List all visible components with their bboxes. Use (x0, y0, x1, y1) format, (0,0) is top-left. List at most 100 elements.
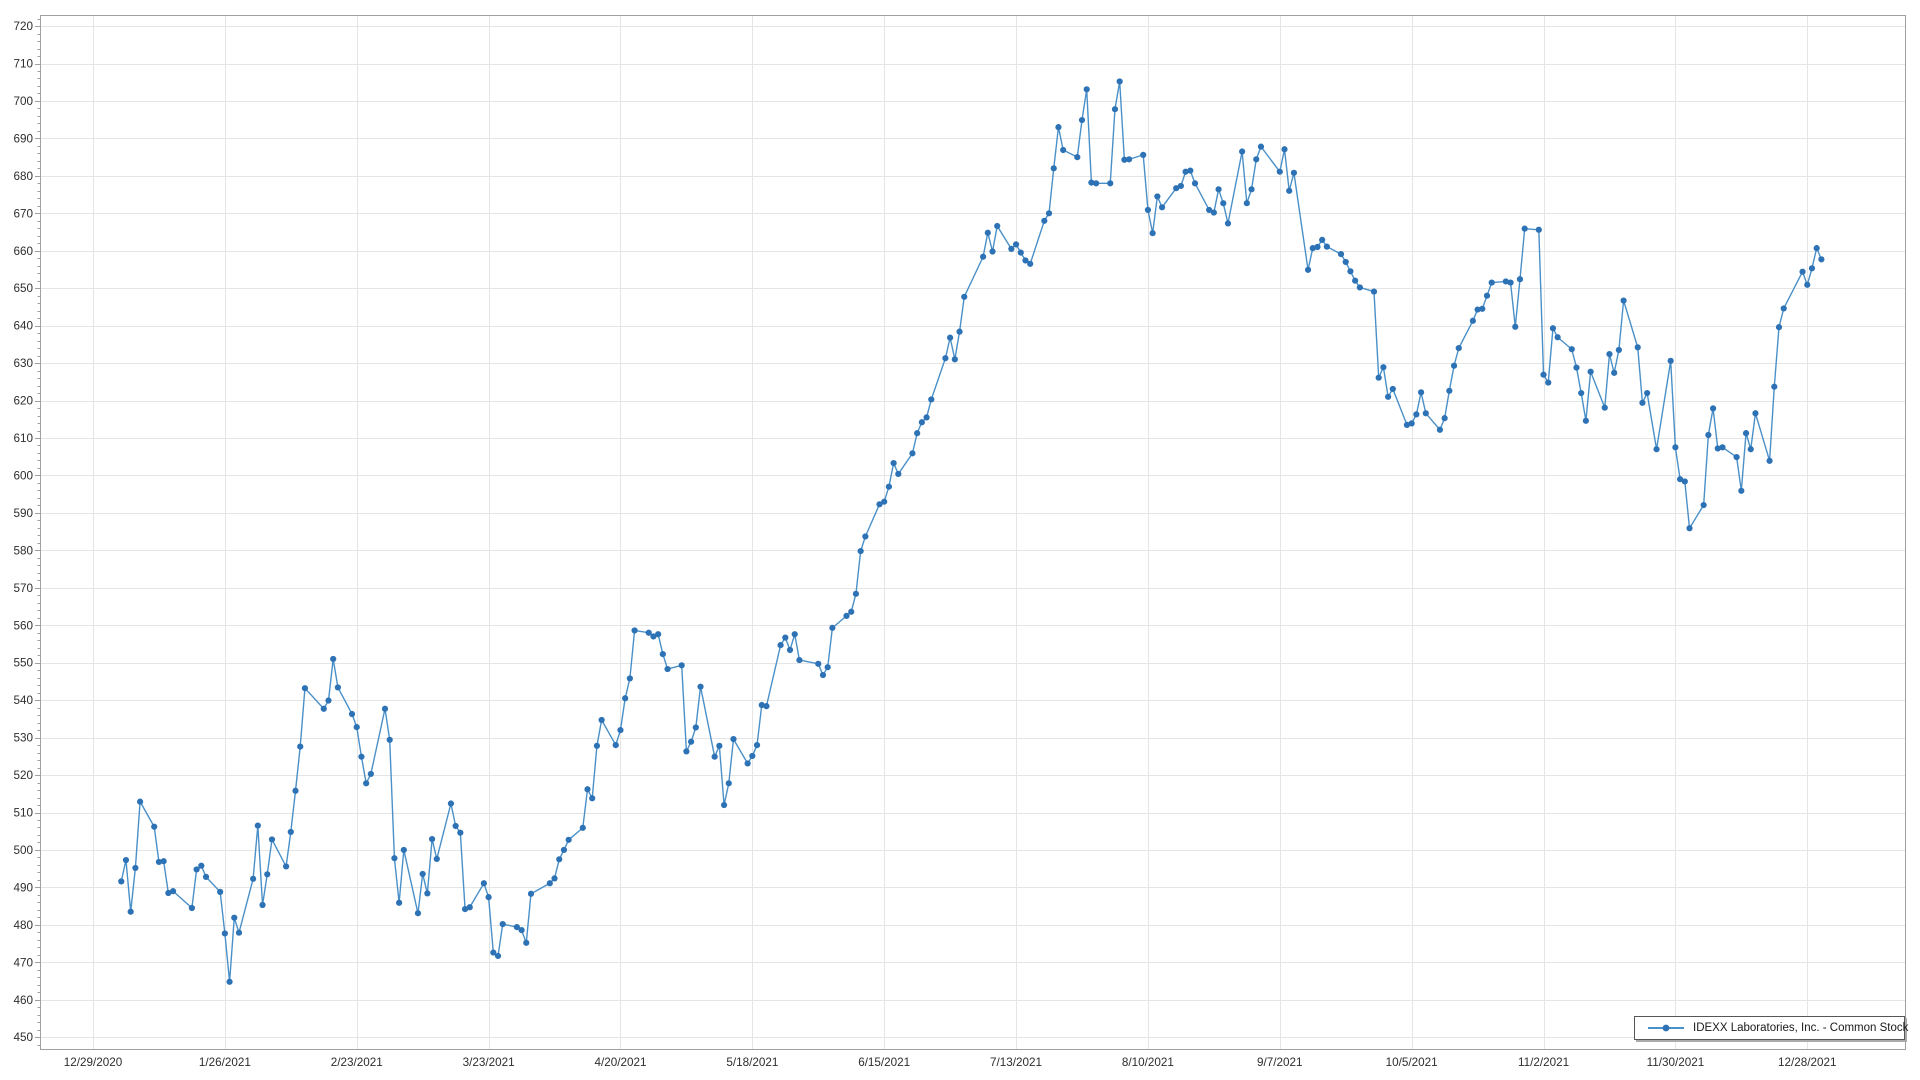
data-point (231, 914, 238, 921)
data-point (749, 752, 756, 760)
data-point (1417, 389, 1425, 396)
data-point (169, 888, 177, 895)
data-point (1512, 323, 1519, 330)
data-point (1008, 245, 1015, 252)
data-point (1799, 268, 1806, 275)
data-point (1455, 345, 1462, 352)
data-point (1309, 245, 1316, 252)
data-point (1224, 220, 1232, 227)
data-point (1107, 180, 1114, 187)
data-point (1206, 206, 1213, 214)
data-point (301, 685, 309, 692)
data-point (381, 705, 389, 712)
data-point (235, 929, 243, 936)
data-point (1239, 148, 1246, 155)
data-point (852, 590, 860, 597)
data-point (593, 742, 601, 749)
data-point (297, 743, 304, 750)
y-tick-label: 470 (13, 956, 33, 969)
data-point (433, 855, 440, 863)
data-point (551, 875, 558, 882)
data-point (1210, 209, 1217, 216)
data-point (980, 253, 987, 260)
y-tick-label: 490 (13, 881, 33, 894)
data-point (1450, 362, 1458, 369)
data-point (363, 780, 370, 787)
data-point (584, 786, 591, 793)
data-point (843, 612, 850, 619)
data-point (1045, 210, 1053, 217)
data-point (367, 770, 374, 778)
data-point (188, 904, 195, 912)
data-point (1540, 371, 1547, 378)
x-tick-label: 8/10/2021 (1122, 1056, 1174, 1069)
data-point (1474, 306, 1481, 313)
data-point (419, 870, 426, 878)
data-point (692, 724, 699, 731)
data-point (1304, 266, 1312, 273)
data-point (1177, 182, 1184, 190)
data-point (824, 664, 831, 671)
y-tick-label: 600 (13, 469, 33, 482)
legend-label: IDEXX Laboratories, Inc. - Common Stock (1693, 1022, 1909, 1034)
data-point (259, 901, 266, 909)
data-point (268, 836, 276, 843)
data-point (1253, 156, 1260, 163)
data-point (494, 952, 502, 960)
data-point (1667, 357, 1674, 364)
data-point (1347, 268, 1354, 275)
data-point (819, 671, 827, 679)
data-point (1615, 346, 1622, 354)
data-point (777, 642, 784, 649)
data-point (1149, 230, 1156, 237)
data-point (1742, 430, 1750, 437)
data-point (1488, 279, 1495, 286)
data-point (1314, 243, 1321, 251)
data-point (320, 705, 327, 712)
data-point (1677, 476, 1684, 483)
y-tick-label: 500 (13, 844, 33, 857)
data-point (1337, 251, 1345, 258)
plot-border (40, 15, 1906, 1050)
data-point (1012, 241, 1020, 248)
data-point (424, 890, 431, 897)
data-point (1385, 393, 1392, 400)
y-tick-label: 580 (13, 544, 33, 557)
data-point (1248, 186, 1255, 193)
data-point (353, 724, 360, 731)
data-point (1319, 236, 1326, 243)
data-point (127, 908, 134, 915)
data-point (1535, 226, 1542, 233)
data-point (645, 629, 652, 636)
data-point (155, 858, 163, 866)
data-point (527, 890, 535, 897)
data-point (1050, 165, 1057, 172)
data-point (1182, 168, 1189, 175)
data-point (848, 608, 855, 615)
data-point (1804, 281, 1811, 288)
data-point (193, 866, 200, 873)
data-point (1191, 180, 1199, 187)
data-point (951, 356, 958, 363)
data-point (1521, 225, 1528, 232)
data-point (160, 858, 167, 865)
data-point (942, 355, 949, 362)
data-point (1380, 364, 1387, 371)
y-tick-label: 450 (13, 1031, 33, 1044)
data-point (1752, 410, 1759, 417)
data-point (1215, 186, 1222, 193)
data-point (1027, 260, 1034, 267)
data-point (1125, 156, 1133, 163)
data-point (659, 650, 666, 658)
data-point (1578, 389, 1585, 397)
data-point (895, 470, 902, 478)
data-point (1055, 124, 1062, 131)
data-point (791, 631, 798, 638)
data-point (890, 459, 897, 467)
data-point (730, 736, 737, 743)
data-point (1709, 405, 1717, 412)
data-point (447, 800, 455, 807)
data-point (330, 655, 337, 663)
y-tick-label: 640 (13, 320, 33, 333)
